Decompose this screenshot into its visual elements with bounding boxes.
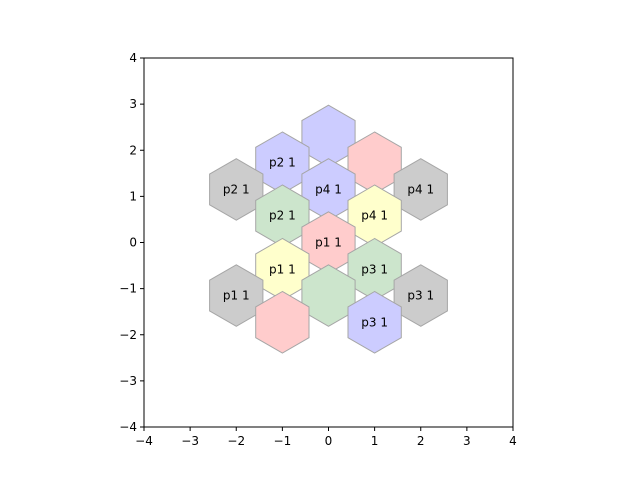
hexagon-14 [255, 290, 310, 354]
y-axis: −4 −3 −2 −1 0 1 2 3 4 [119, 51, 144, 434]
hexagon-layer [209, 104, 448, 354]
y-tick-label: −3 [119, 374, 137, 388]
hexagon-label-6: p2 1 [269, 209, 296, 223]
hexagon-label-3: p2 1 [223, 182, 250, 196]
y-tick-label: −1 [119, 282, 137, 296]
x-tick-label: 0 [325, 434, 333, 448]
hexagon-label-4: p4 1 [315, 182, 342, 196]
hexagon-3 [209, 158, 264, 221]
hexagon-5 [393, 158, 448, 221]
hexagon-label-7: p4 1 [361, 209, 388, 223]
hexagon-label-13: p3 1 [407, 289, 434, 303]
hexagon-1 [347, 131, 402, 195]
x-tick-label: 1 [371, 434, 379, 448]
hexagon-label-10: p3 1 [361, 262, 388, 276]
y-tick-label: 2 [129, 143, 137, 157]
hexagon-11 [209, 264, 264, 327]
hexagon-15 [347, 290, 402, 354]
hexagon-13 [393, 264, 448, 327]
y-tick-label: 1 [129, 189, 137, 203]
x-tick-label: −4 [135, 434, 153, 448]
y-tick-label: 3 [129, 97, 137, 111]
x-tick-label: −1 [274, 434, 292, 448]
hexagon-label-9: p1 1 [269, 262, 296, 276]
y-tick-label: −4 [119, 420, 137, 434]
hexagon-12 [301, 264, 356, 327]
x-tick-label: −3 [181, 434, 199, 448]
hexagon-label-layer: p2 1 p2 1 p4 1 p4 1 p2 1 p4 1 p1 1 p1 1 p3 1 p1 1… [223, 156, 434, 330]
x-tick-label: −2 [227, 434, 245, 448]
y-tick-label: 0 [129, 236, 137, 250]
hexagon-0 [301, 104, 356, 168]
hexagon-label-8: p1 1 [315, 236, 342, 250]
hexagon-label-15: p3 1 [361, 315, 388, 329]
x-tick-label: 3 [463, 434, 471, 448]
y-tick-label: −2 [119, 328, 137, 342]
x-tick-label: 2 [417, 434, 425, 448]
hexagon-label-2: p2 1 [269, 156, 296, 170]
x-tick-label: 4 [509, 434, 517, 448]
hexagon-label-5: p4 1 [407, 182, 434, 196]
y-tick-label: 4 [129, 51, 137, 65]
x-axis: −4 −3 −2 −1 0 1 2 3 4 [135, 427, 517, 448]
hexagon-label-11: p1 1 [223, 289, 250, 303]
